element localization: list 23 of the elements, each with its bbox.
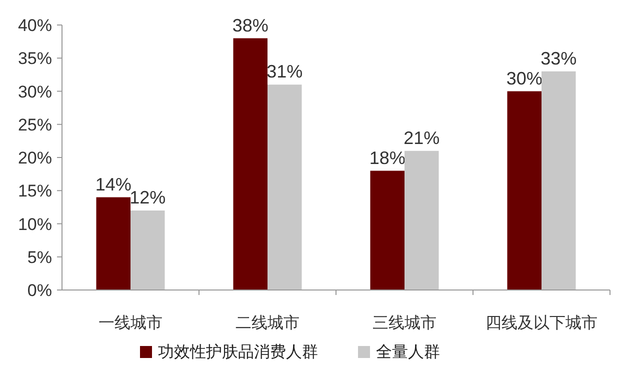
y-tick-label: 0% xyxy=(27,281,52,300)
legend-label: 全量人群 xyxy=(376,344,440,361)
data-label: 12% xyxy=(130,188,166,208)
legend-label: 功效性护肤品消费人群 xyxy=(158,343,318,361)
y-tick-label: 40% xyxy=(18,16,52,35)
y-tick-label: 15% xyxy=(18,182,52,201)
y-tick-label: 25% xyxy=(18,115,52,134)
data-label: 33% xyxy=(540,48,577,68)
data-label: 30% xyxy=(506,68,542,88)
x-tick-label: 二线城市 xyxy=(236,314,300,332)
y-tick-label: 5% xyxy=(27,248,52,267)
y-tick-label: 10% xyxy=(18,214,52,234)
y-tick-label: 20% xyxy=(18,148,52,168)
data-label: 14% xyxy=(95,174,132,194)
data-label: 21% xyxy=(404,128,440,148)
x-tick-label: 一线城市 xyxy=(98,314,162,332)
data-label: 38% xyxy=(232,15,268,36)
data-label: 18% xyxy=(369,148,406,168)
x-tick-label: 三线城市 xyxy=(372,314,436,332)
y-tick-label: 35% xyxy=(18,49,52,68)
data-label: 31% xyxy=(266,62,303,82)
y-tick-label: 30% xyxy=(18,82,52,102)
x-tick-label: 四线及以下城市 xyxy=(486,314,598,332)
